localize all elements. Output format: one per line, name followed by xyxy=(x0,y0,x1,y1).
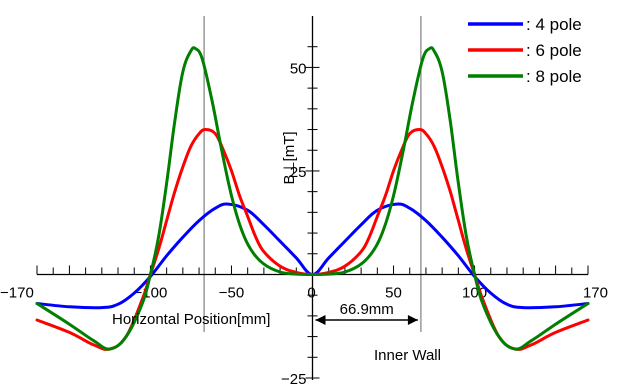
dimension-arrow-head-left xyxy=(315,315,326,325)
x-tick-label: 50 xyxy=(385,284,402,301)
axis-labels: Horizontal Position[mm] B⊥[mT] xyxy=(112,131,298,328)
inner-wall-label: Inner Wall xyxy=(374,347,441,364)
series-line-3 xyxy=(35,46,590,351)
legend-label-3: : 8 pole xyxy=(526,67,582,86)
x-axis-title: Horizontal Position[mm] xyxy=(112,311,270,328)
x-tick-label: 170 xyxy=(583,284,608,301)
distance-annotation: 66.9mm xyxy=(340,301,394,318)
y-axis-title: B⊥[mT] xyxy=(281,131,298,184)
y-tick-label: 25 xyxy=(290,164,307,181)
x-tick-label: 0 xyxy=(307,284,315,301)
y-tick-label: −25 xyxy=(281,371,306,385)
legend: : 4 pole : 6 pole : 8 pole xyxy=(468,15,582,86)
legend-label-2: : 6 pole xyxy=(526,41,582,60)
dimension-arrow-head-right xyxy=(407,315,418,325)
x-tick-label: −50 xyxy=(219,284,244,301)
annotations: 66.9mm Inner Wall xyxy=(315,301,441,364)
series-layer xyxy=(35,46,590,351)
y-tick-label: 50 xyxy=(290,60,307,77)
legend-label-1: : 4 pole xyxy=(526,15,582,34)
x-tick-label: −170 xyxy=(0,284,34,301)
